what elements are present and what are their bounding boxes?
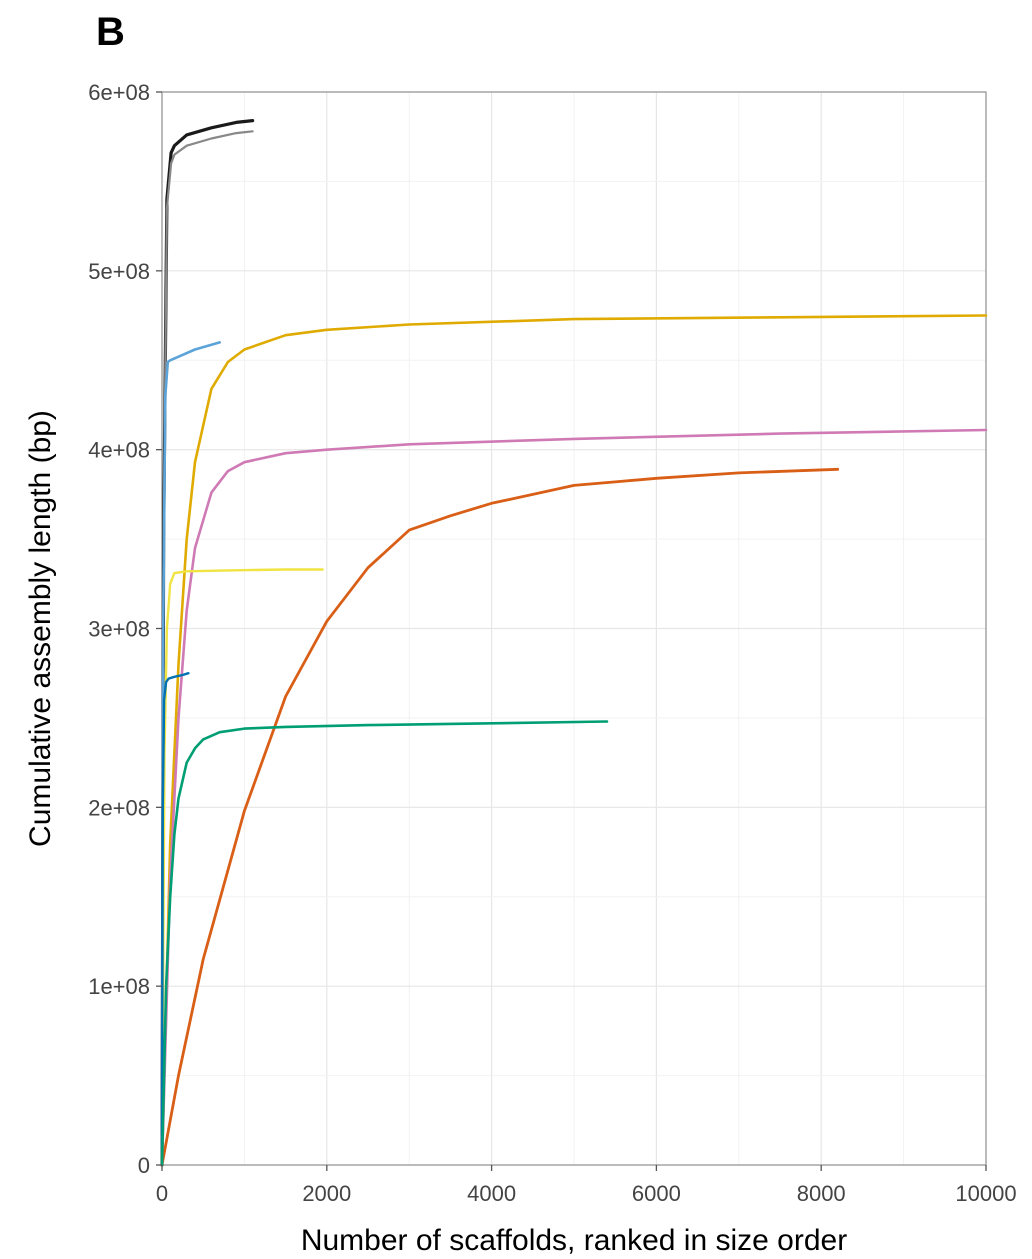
y-tick-label: 4e+08 xyxy=(88,438,150,463)
series-line-6 xyxy=(160,467,840,1167)
x-tick-label: 2000 xyxy=(302,1181,351,1206)
series-line-7 xyxy=(160,568,324,1167)
y-tick-label: 3e+08 xyxy=(88,617,150,642)
series-line-2 xyxy=(160,130,254,1167)
grid-layer xyxy=(161,91,987,1166)
series-line-8 xyxy=(160,672,190,1167)
series-layer xyxy=(160,119,988,1167)
y-tick-label: 2e+08 xyxy=(88,795,150,820)
y-axis-title: Cumulative assembly length (bp) xyxy=(24,410,57,847)
x-tick-label: 4000 xyxy=(467,1181,516,1206)
series-line-9 xyxy=(160,720,609,1167)
y-tick-label: 0 xyxy=(138,1153,150,1178)
x-axis-title: Number of scaffolds, ranked in size orde… xyxy=(301,1224,847,1257)
x-tick-label: 8000 xyxy=(797,1181,846,1206)
x-axis: 0 2000 4000 6000 8000 10000 xyxy=(156,1165,1017,1206)
series-line-3 xyxy=(160,341,221,1167)
x-tick-label: 0 xyxy=(156,1181,168,1206)
y-tick-label: 6e+08 xyxy=(88,80,150,105)
series-line-5 xyxy=(160,428,988,1167)
x-tick-label: 6000 xyxy=(632,1181,681,1206)
y-axis: 0 1e+08 2e+08 3e+08 4e+08 5e+08 6e+08 xyxy=(88,80,162,1178)
series-line-4 xyxy=(160,314,988,1167)
y-tick-label: 5e+08 xyxy=(88,259,150,284)
series-line-1 xyxy=(160,119,255,1167)
y-tick-label: 1e+08 xyxy=(88,974,150,999)
panel-label: B xyxy=(96,10,125,54)
x-tick-label: 10000 xyxy=(955,1181,1016,1206)
